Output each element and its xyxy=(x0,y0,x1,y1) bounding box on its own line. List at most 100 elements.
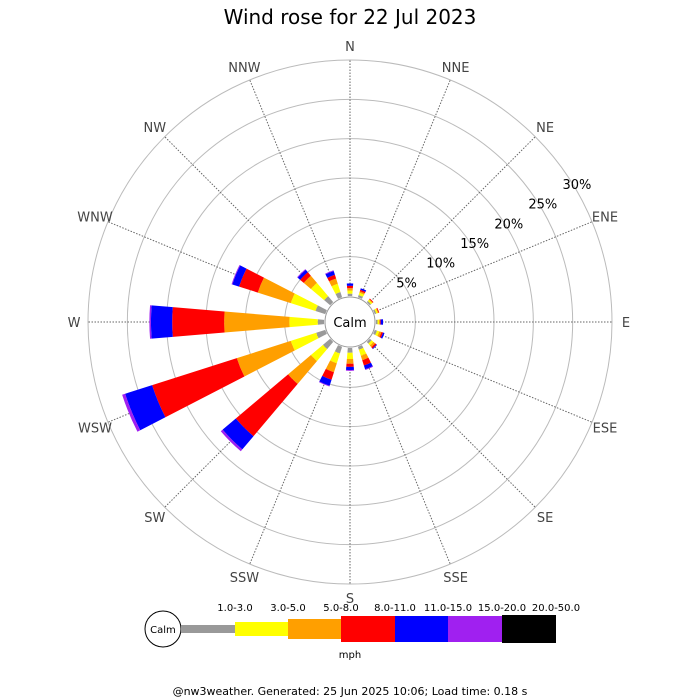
grid-spoke xyxy=(249,79,341,299)
petal-segment xyxy=(322,368,334,380)
petal-segment xyxy=(374,308,378,314)
petal-segment xyxy=(358,292,365,297)
petal-segment xyxy=(375,308,379,314)
petal-segment xyxy=(149,305,152,339)
calm-label: Calm xyxy=(333,316,366,331)
petal-segment xyxy=(345,366,355,371)
direction-label: ENE xyxy=(592,210,618,225)
petal-segment xyxy=(239,268,264,293)
petal-segment xyxy=(346,352,354,360)
grid-spoke xyxy=(359,79,451,299)
legend-unit-label: mph xyxy=(339,650,361,661)
petal-segment xyxy=(222,418,254,450)
petal-segment xyxy=(371,343,377,349)
petal-segment xyxy=(347,288,353,291)
petal-segment xyxy=(360,288,367,292)
petal-segment xyxy=(297,269,308,280)
petal-segment xyxy=(318,381,330,387)
footer-text: @nw3weather. Generated: 25 Jun 2025 10:0… xyxy=(173,685,528,698)
petal-segment xyxy=(366,300,372,306)
petal-segment xyxy=(300,272,311,283)
direction-label: S xyxy=(346,592,354,607)
petal-segment xyxy=(380,319,384,325)
petal-segment xyxy=(303,275,317,289)
petal-segment xyxy=(368,299,373,304)
petal-segment xyxy=(331,283,341,295)
legend: Calm 1.0-3.0 3.0-5.0 5.0-8.0 8.0-11.0 11.0-15… xyxy=(144,603,580,661)
petal-segment xyxy=(365,366,374,371)
petal-segment xyxy=(224,311,290,333)
legend-swatch xyxy=(288,619,341,639)
direction-label: SE xyxy=(537,511,553,526)
petals xyxy=(122,264,385,452)
direction-label: ESE xyxy=(593,422,618,437)
petal-segment xyxy=(290,332,319,351)
petal-segment xyxy=(236,340,295,377)
grid: N NNE NE ENE E ESE SE SSE S SSW SW WSW W WNW NW NNW xyxy=(68,40,631,607)
petal-segment xyxy=(360,353,369,361)
petal-segment xyxy=(334,345,343,354)
calm-circle xyxy=(324,296,376,348)
direction-label: NE xyxy=(536,121,554,136)
petal-segment xyxy=(359,291,365,295)
grid-ring xyxy=(87,59,613,585)
direction-label: SSE xyxy=(443,571,468,586)
chart-title: Wind rose for 22 Jul 2023 xyxy=(224,5,477,29)
grid-spoke xyxy=(368,136,536,304)
ring-label: 10% xyxy=(426,257,455,272)
petal-segment xyxy=(363,362,373,370)
petal-segment xyxy=(367,299,373,305)
petal-segment xyxy=(379,319,380,325)
petal-segment xyxy=(347,293,353,297)
petal-segment xyxy=(379,319,381,325)
petal-segment xyxy=(288,355,317,384)
petal-segment xyxy=(346,363,354,367)
petal-segment xyxy=(330,351,340,364)
direction-label: SW xyxy=(144,511,165,526)
petal-segment xyxy=(345,369,355,371)
direction-label: NW xyxy=(144,121,167,136)
petal-segment xyxy=(346,283,354,286)
petal-segment xyxy=(235,374,298,437)
legend-swatch xyxy=(448,616,502,642)
petal-segment xyxy=(150,305,173,339)
direction-label: SSW xyxy=(230,571,260,586)
ring-label: 5% xyxy=(396,276,417,291)
petal-segment xyxy=(357,345,364,350)
direction-label: W xyxy=(68,316,81,331)
petal-segment xyxy=(325,271,335,278)
petal-segment xyxy=(373,329,378,336)
grid-ring xyxy=(126,98,574,546)
petal-segment xyxy=(319,375,332,386)
petal-segment xyxy=(125,385,166,431)
petal-segment xyxy=(297,269,306,278)
legend-range-label: 8.0-11.0 xyxy=(374,603,416,614)
petal-segment xyxy=(257,277,295,304)
petal-segment xyxy=(373,309,377,315)
petal-segment xyxy=(324,296,334,306)
ring-label: 30% xyxy=(562,178,591,193)
petal-segment xyxy=(232,265,247,287)
petal-segment xyxy=(310,344,328,362)
petal-segment xyxy=(325,270,334,275)
petal-segment xyxy=(362,357,371,366)
legend-range-label: 15.0-20.0 xyxy=(478,603,526,614)
petal-segment xyxy=(357,294,364,299)
legend-range-label: 3.0-5.0 xyxy=(270,603,305,614)
petal-segment xyxy=(358,347,367,356)
petal-segment xyxy=(375,319,378,325)
ring-label: 20% xyxy=(494,217,523,232)
petal-segment xyxy=(316,329,327,339)
legend-range-label: 1.0-3.0 xyxy=(217,603,252,614)
direction-label: E xyxy=(622,316,630,331)
petal-segment xyxy=(346,285,354,289)
grid-spoke xyxy=(373,331,593,423)
petal-segment xyxy=(317,319,325,325)
legend-swatch xyxy=(235,622,288,636)
petal-segment xyxy=(329,278,338,287)
direction-label: NNE xyxy=(442,61,470,76)
petal-segment xyxy=(327,274,337,282)
petal-segment xyxy=(375,330,380,337)
direction-label: WSW xyxy=(78,422,112,437)
